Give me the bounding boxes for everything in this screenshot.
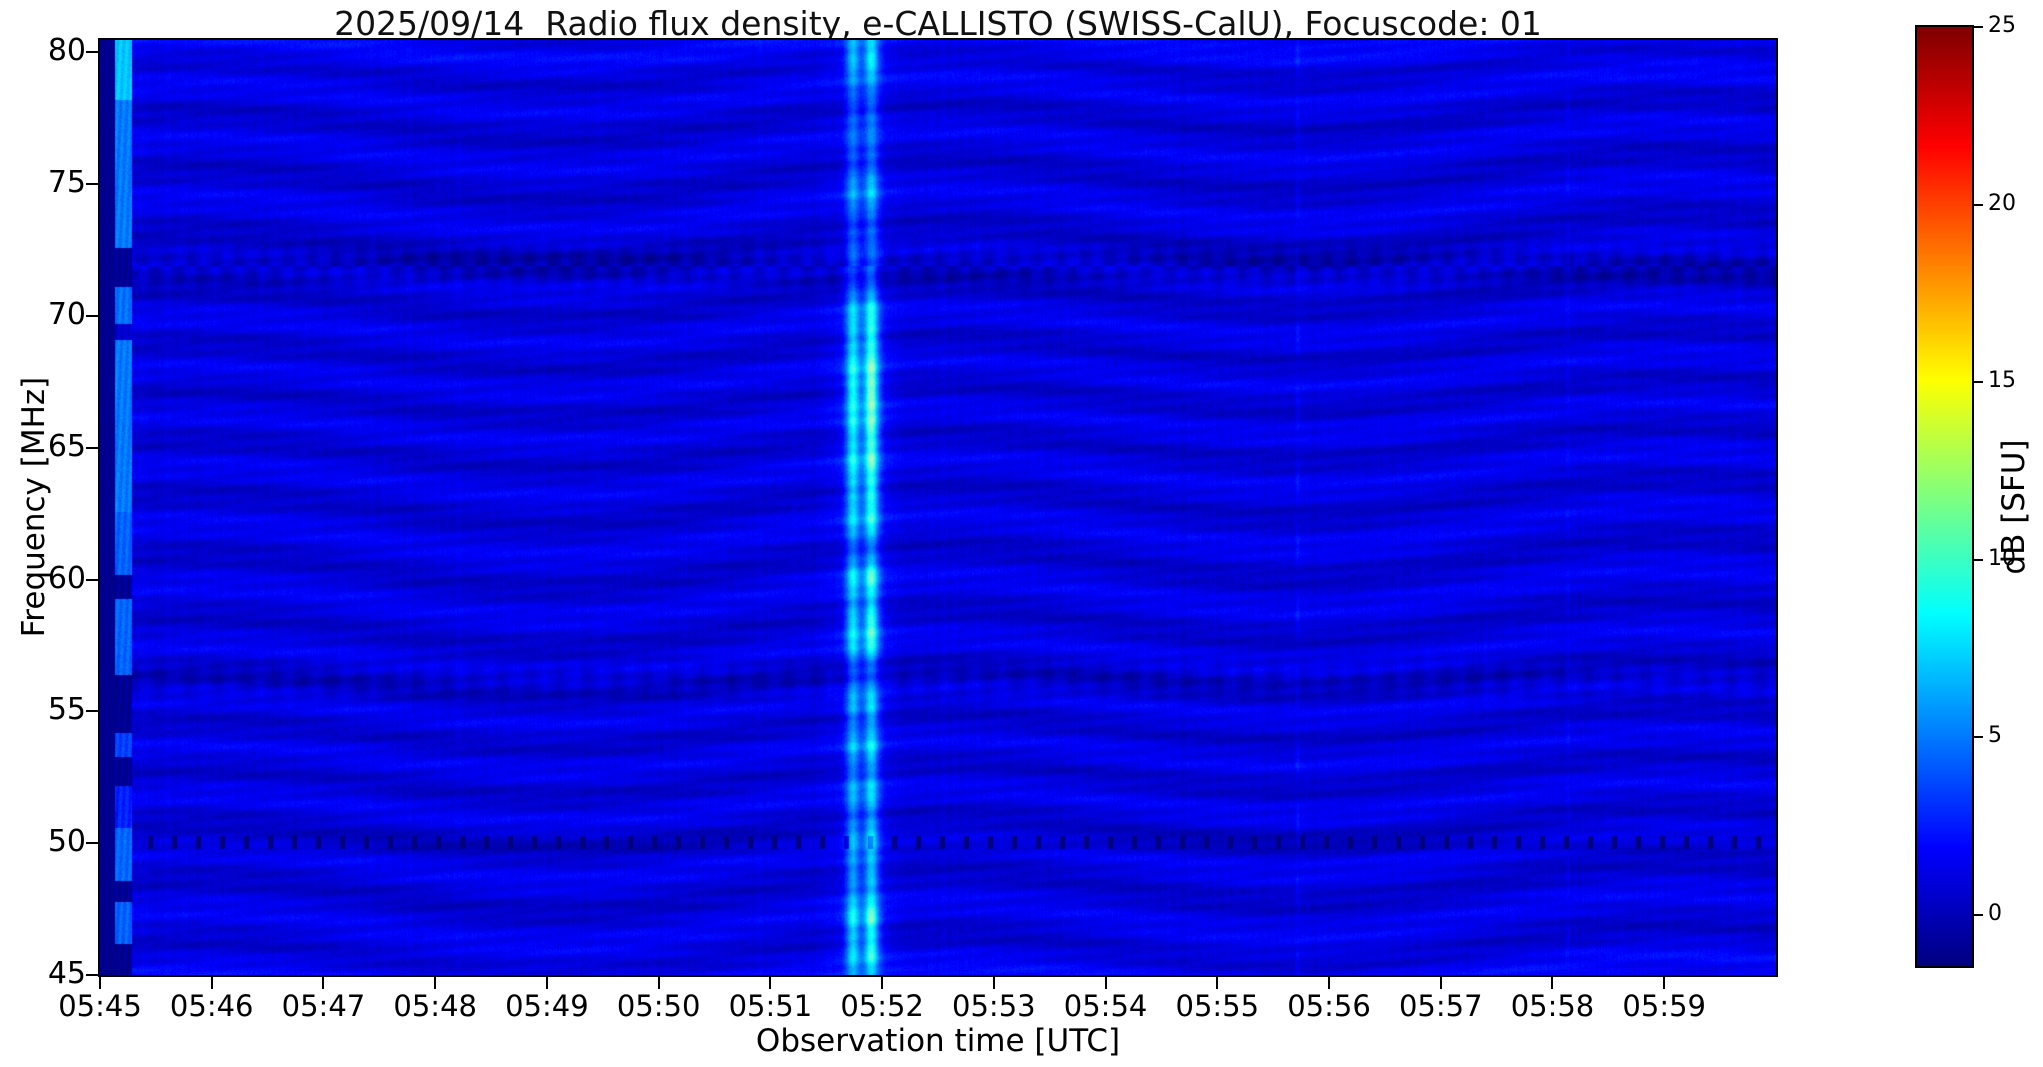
x-tick-mark [545,977,548,989]
x-tick-label: 05:49 [505,989,589,1023]
x-tick-label: 05:51 [728,989,813,1023]
colorbar-tick-mark [1974,381,1983,383]
x-tick-mark [1551,977,1554,989]
colorbar-gradient [1917,27,1972,966]
x-tick-label: 05:57 [1398,989,1483,1023]
colorbar-tick-label: 25 [1988,13,2016,38]
x-tick-label: 05:56 [1287,989,1371,1023]
y-tick-label: 60 [47,560,86,596]
y-tick-mark [86,578,98,581]
x-tick-label: 05:47 [281,989,366,1023]
y-tick-label: 80 [47,33,86,69]
colorbar-tick-label: 0 [1988,900,2002,926]
y-tick-label: 50 [47,824,86,860]
colorbar-tick-mark [1974,203,1983,206]
x-tick-mark [1439,977,1442,989]
x-tick-mark [881,977,884,989]
y-tick-mark [86,51,98,54]
x-tick-mark [1663,977,1666,989]
x-tick-mark [322,977,325,989]
y-tick-label: 65 [47,428,86,464]
colorbar-tick-mark [1974,736,1983,739]
x-tick-label: 05:50 [616,989,701,1023]
y-tick-label: 70 [47,296,86,332]
y-tick-mark [86,710,98,713]
x-tick-mark [434,977,437,989]
x-axis-label: Observation time [UTC] [755,1023,1121,1059]
colorbar-tick-mark [1974,913,1983,916]
colorbar-tick-label: 5 [1988,723,2002,749]
x-tick-mark [657,977,660,989]
colorbar-tick-label: 20 [1988,190,2016,216]
x-tick-label: 05:52 [840,989,924,1023]
x-tick-label: 05:54 [1063,989,1148,1023]
x-tick-label: 05:53 [952,989,1036,1023]
x-tick-mark [769,977,772,989]
figure-title: 2025/09/14 Radio flux density, e-CALLIST… [334,4,1542,43]
spectrogram-canvas [100,40,1776,975]
x-tick-mark [1328,977,1331,989]
colorbar-label: dB [SFU] [1996,439,2032,575]
plot-area [98,38,1778,977]
x-tick-label: 05:59 [1622,989,1706,1023]
x-tick-mark [992,977,995,989]
y-tick-mark [86,446,98,449]
x-tick-label: 05:55 [1175,989,1260,1023]
y-tick-mark [86,842,98,845]
x-tick-mark [99,977,101,989]
colorbar-tick-mark [1974,26,1983,28]
y-tick-label: 45 [47,956,86,991]
colorbar-tick-label: 15 [1988,368,2016,393]
y-tick-mark [86,183,98,186]
x-tick-label: 05:58 [1510,989,1595,1023]
x-tick-label: 05:48 [393,989,477,1023]
y-tick-mark [86,314,98,317]
y-tick-label: 55 [47,692,86,728]
colorbar-tick-label: 10 [1988,545,2016,571]
x-tick-label: 05:46 [169,989,254,1023]
y-tick-label: 75 [47,165,86,201]
x-tick-label: 05:45 [58,989,142,1023]
y-tick-mark [86,974,98,976]
x-tick-mark [210,977,213,989]
colorbar-tick-mark [1974,558,1983,561]
colorbar [1915,25,1974,968]
x-tick-mark [1216,977,1219,989]
y-axis-label: Frequency [MHz] [16,376,52,638]
x-tick-mark [1104,977,1107,989]
